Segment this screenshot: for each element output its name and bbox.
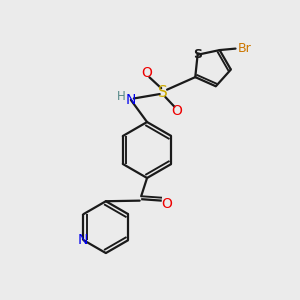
Text: O: O <box>171 104 182 118</box>
Text: H: H <box>117 91 126 103</box>
Text: N: N <box>78 233 88 247</box>
Text: Br: Br <box>238 42 251 55</box>
Text: S: S <box>158 85 168 100</box>
Text: O: O <box>161 196 172 211</box>
Text: N: N <box>126 93 136 107</box>
Text: S: S <box>193 48 202 61</box>
Text: O: O <box>142 66 152 80</box>
